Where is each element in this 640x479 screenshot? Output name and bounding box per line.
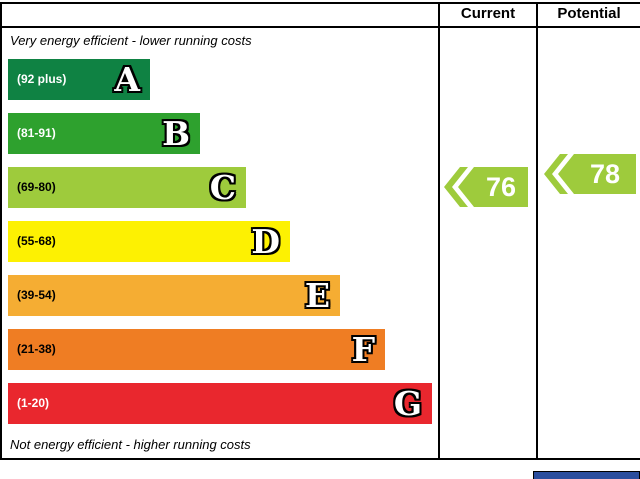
band-range-label: (1-20) [17,396,50,410]
potential-column-header: Potential [557,5,621,22]
band-bar: (1-20) G [8,382,432,424]
potential-rating-value: 78 [589,158,621,189]
band-row: (39-54) E [8,268,434,322]
band-row: (92 plus) A [8,52,434,106]
band-letter: B [162,113,190,153]
band-letter: E [304,275,330,315]
band-letter: D [251,221,280,261]
bottom-note: Not energy efficient - higher running co… [10,437,251,452]
band-bar: (55-68) D [8,220,290,262]
band-row: (55-68) D [8,214,434,268]
bands-container: (92 plus) A (81-91) B (69-80) C (55-68) … [8,52,434,430]
band-row: (21-38) F [8,322,434,376]
band-row: (81-91) B [8,106,434,160]
potential-rating-arrow: 78 [544,154,636,194]
current-rating-arrow: 76 [444,167,528,207]
band-bar: (69-80) C [8,166,246,208]
band-range-label: (81-91) [17,126,56,140]
band-row: (69-80) C [8,160,434,214]
chart-border-top [0,2,640,4]
band-row: (1-20) G [8,376,434,430]
band-bar: (81-91) B [8,112,200,154]
band-range-label: (69-80) [17,180,56,194]
arrow-body: 78 [558,154,636,194]
chart-border-bottom [0,458,640,460]
band-bar: (39-54) E [8,274,340,316]
arrow-body: 76 [458,167,528,207]
band-letter: A [114,59,140,99]
top-note: Very energy efficient - lower running co… [10,33,252,48]
current-column-divider [438,2,440,458]
band-range-label: (39-54) [17,288,56,302]
eu-directive-box [533,471,640,479]
band-letter: G [393,383,422,423]
header-separator-line [0,26,640,28]
current-rating-value: 76 [485,171,517,202]
current-column-header: Current [460,5,516,22]
band-range-label: (55-68) [17,234,56,248]
band-bar: (92 plus) A [8,58,150,100]
band-letter: C [209,167,236,207]
band-range-label: (21-38) [17,342,56,356]
chart-border-left [0,2,2,460]
band-letter: F [351,329,375,369]
band-bar: (21-38) F [8,328,385,370]
band-range-label: (92 plus) [17,72,67,86]
potential-column-divider [536,2,538,458]
